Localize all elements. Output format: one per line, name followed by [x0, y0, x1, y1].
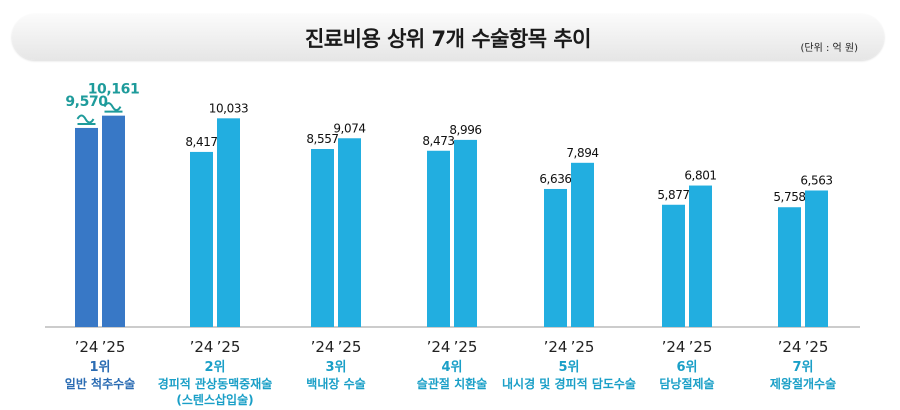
- value-label: 5,877: [657, 188, 689, 202]
- bar-6-2024: [662, 204, 685, 327]
- bar-2-2024: [190, 151, 213, 327]
- value-label: 6,801: [684, 169, 716, 183]
- bar-7-2025: [805, 190, 828, 327]
- bar-5-2025: [571, 162, 594, 327]
- unit-note: (단위 : 억 원): [800, 43, 858, 54]
- category-rank: 3위: [325, 360, 346, 375]
- value-label: 6,636: [539, 172, 571, 186]
- category-rank: 5위: [558, 360, 579, 375]
- value-label: 9,074: [333, 121, 365, 135]
- year-tick-label: ’24: [311, 338, 335, 356]
- value-label: 8,417: [185, 135, 217, 149]
- year-tick-label: ’25: [217, 338, 241, 356]
- value-label: 6,563: [800, 173, 832, 187]
- value-label: 8,473: [422, 134, 454, 148]
- bar-1-2024: [75, 127, 98, 327]
- chart-title: 진료비용 상위 7개 수술항목 추이: [304, 27, 592, 51]
- value-label: 8,557: [306, 132, 338, 146]
- title-bar: 진료비용 상위 7개 수술항목 추이 (단위 : 억 원): [12, 14, 884, 60]
- category-rank: 1위: [89, 360, 110, 375]
- year-tick-label: ’24: [778, 338, 802, 356]
- bar-7-2024: [778, 207, 801, 327]
- year-tick-label: ’24: [190, 338, 214, 356]
- year-tick-label: ’24: [75, 338, 99, 356]
- category-label: 슬관절 치환술: [417, 376, 487, 391]
- year-tick-label: ’24: [427, 338, 451, 356]
- year-tick-label: ’25: [689, 338, 713, 356]
- category-label: (스텐스삽입술): [176, 392, 253, 407]
- category-label: 일반 척추수술: [65, 376, 135, 391]
- value-label: 8,996: [449, 123, 481, 137]
- year-tick-label: ’25: [805, 338, 829, 356]
- bar-2-2025: [217, 118, 240, 327]
- year-tick-label: ’24: [662, 338, 686, 356]
- value-label: 10,161: [88, 82, 140, 98]
- category-label: 제왕절개수술: [770, 377, 836, 391]
- year-tick-label: ’25: [338, 338, 362, 356]
- category-label: 담낭절제술: [659, 376, 714, 391]
- spine-icon: [103, 102, 123, 113]
- category-label: 경피적 관상동맥중재술: [158, 376, 273, 391]
- bar-1-2025: [102, 115, 125, 327]
- category-rank: 2위: [204, 360, 225, 375]
- value-label: 9,570: [65, 94, 108, 110]
- category-rank: 4위: [441, 360, 462, 375]
- value-label: 5,758: [773, 190, 805, 204]
- bar-3-2025: [338, 138, 361, 327]
- year-tick-label: ’25: [571, 338, 595, 356]
- value-label: 7,894: [566, 146, 598, 160]
- category-rank: 7위: [792, 360, 813, 375]
- bar-4-2025: [454, 139, 477, 327]
- bar-6-2025: [689, 185, 712, 327]
- year-tick-label: ’25: [102, 338, 126, 356]
- category-rank: 6위: [676, 360, 697, 375]
- bar-3-2024: [311, 149, 334, 327]
- year-tick-label: ’24: [544, 338, 568, 356]
- year-tick-label: ’25: [454, 338, 478, 356]
- bar-5-2024: [544, 188, 567, 327]
- category-label: 백내장 수술: [306, 376, 365, 391]
- spine-icon: [76, 114, 96, 125]
- bar-4-2024: [427, 150, 450, 327]
- category-label: 내시경 및 경피적 담도수술: [502, 376, 636, 391]
- value-label: 10,033: [209, 101, 249, 115]
